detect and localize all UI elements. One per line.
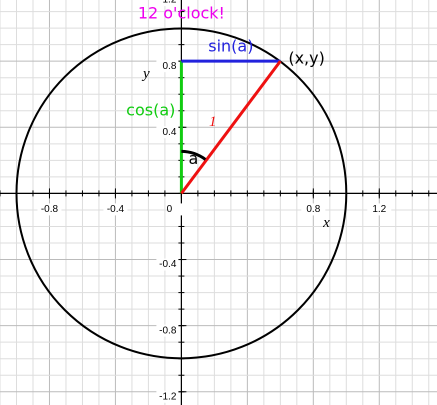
radius-line [180,60,282,195]
cos-label: cos(a) [126,100,175,119]
y-tick-label: -1.2 [159,391,177,402]
tick-bg [156,126,179,139]
x-tick-label: -0.8 [41,204,59,215]
tick-bg [367,203,392,216]
x-axis-label: x [322,215,330,231]
tick-bg [156,258,179,271]
tick-bg [156,390,179,403]
tick-bg [301,203,326,216]
x-tick-label: 1.2 [372,204,386,215]
point-label: (x,y) [288,49,325,68]
tick-bg [169,203,194,216]
tick-bg [156,0,179,7]
x-tick-label: 0 [167,204,173,215]
y-tick-label: 0.4 [162,127,176,138]
title: 12 o'clock! [138,4,225,23]
tick-bg [156,60,179,73]
tick-bg [103,203,128,216]
y-axis-label: y [141,66,150,82]
x-tick-label: -0.4 [107,204,125,215]
tick-bg [37,203,62,216]
y-tick-label: -0.8 [159,325,177,336]
x-tick-label: 0.8 [306,204,320,215]
sin-label: sin(a) [208,37,253,56]
unit-circle [15,27,348,360]
angle-label: a [188,149,198,168]
y-tick-label: 1.2 [162,0,176,6]
tick-bg [156,324,179,337]
y-tick-label: -0.4 [159,259,177,270]
hypotenuse-label: 1 [209,114,217,130]
angle-arc [181,149,207,161]
y-tick-label: 0.8 [162,61,176,72]
